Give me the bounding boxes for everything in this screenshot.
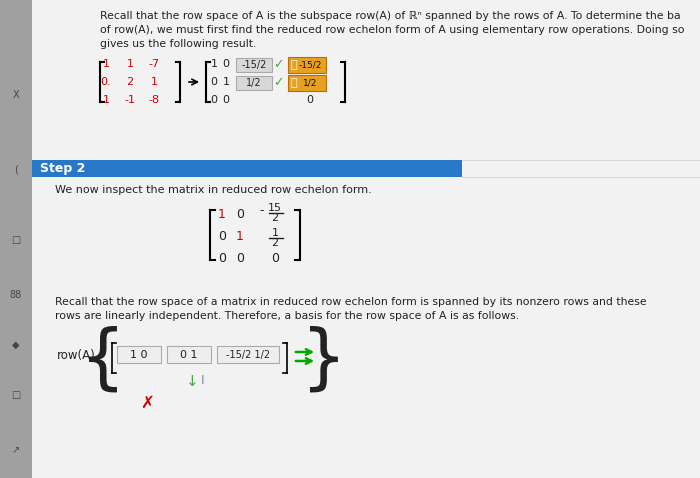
Text: ↗: ↗ <box>12 445 20 455</box>
Text: ↓: ↓ <box>186 373 198 389</box>
Text: 1: 1 <box>211 59 218 69</box>
Text: 🔑: 🔑 <box>290 60 298 70</box>
Bar <box>236 76 272 90</box>
Text: 1: 1 <box>150 77 158 87</box>
Text: ◆: ◆ <box>13 340 20 350</box>
Text: Recall that the row space of a matrix in reduced row echelon form is spanned by : Recall that the row space of a matrix in… <box>55 297 647 307</box>
Text: 0: 0 <box>271 251 279 264</box>
Text: 1/2: 1/2 <box>303 78 317 87</box>
Text: 0.: 0. <box>101 77 111 87</box>
Text: 1: 1 <box>102 95 109 105</box>
Bar <box>32 160 462 177</box>
Text: 0: 0 <box>236 207 244 220</box>
Text: 1: 1 <box>127 59 134 69</box>
Text: ✓: ✓ <box>273 76 284 89</box>
Text: 0: 0 <box>223 95 230 105</box>
Bar <box>236 58 272 72</box>
Text: 0: 0 <box>236 251 244 264</box>
Bar <box>0 0 32 478</box>
Text: 0: 0 <box>218 251 226 264</box>
Text: 0: 0 <box>211 95 218 105</box>
Text: 15: 15 <box>268 203 282 213</box>
Text: 1: 1 <box>272 228 279 238</box>
Text: Recall that the row space of A is the subspace row(A) of ℝⁿ spanned by the rows : Recall that the row space of A is the su… <box>100 11 680 21</box>
Text: gives us the following result.: gives us the following result. <box>100 39 256 49</box>
Bar <box>117 346 161 363</box>
Text: 1 0: 1 0 <box>130 350 148 360</box>
Text: }: } <box>301 326 347 394</box>
Text: 0: 0 <box>307 95 314 105</box>
Text: 1: 1 <box>102 59 109 69</box>
Text: -15/2: -15/2 <box>241 60 267 70</box>
Text: -1: -1 <box>125 95 136 105</box>
Text: (: ( <box>14 165 18 175</box>
Text: -15/2 1/2: -15/2 1/2 <box>226 350 270 360</box>
Text: □: □ <box>11 235 20 245</box>
Text: {: { <box>80 326 126 394</box>
Bar <box>167 346 211 363</box>
Text: We now inspect the matrix in reduced row echelon form.: We now inspect the matrix in reduced row… <box>55 185 372 195</box>
Text: 0: 0 <box>218 229 226 242</box>
Text: 0: 0 <box>211 77 218 87</box>
Bar <box>217 346 279 363</box>
Text: -15/2: -15/2 <box>298 61 322 69</box>
Text: □: □ <box>11 390 20 400</box>
Text: 2: 2 <box>127 77 134 87</box>
Text: 🔑: 🔑 <box>290 78 298 88</box>
Text: 1: 1 <box>223 77 230 87</box>
Text: -7: -7 <box>148 59 160 69</box>
Text: 1: 1 <box>236 229 244 242</box>
Bar <box>288 57 326 73</box>
Bar <box>288 75 326 91</box>
Text: 88: 88 <box>10 290 22 300</box>
Text: ✗: ✗ <box>140 394 154 412</box>
Text: 0 1: 0 1 <box>181 350 197 360</box>
Text: ✓: ✓ <box>273 58 284 72</box>
Text: rows are linearly independent. Therefore, a basis for the row space of A is as f: rows are linearly independent. Therefore… <box>55 311 519 321</box>
Text: Step 2: Step 2 <box>40 162 85 175</box>
Text: 1: 1 <box>218 207 226 220</box>
Text: -: - <box>260 205 265 217</box>
Text: row(A): row(A) <box>57 348 96 361</box>
Text: 1/2: 1/2 <box>246 78 262 88</box>
Text: 2: 2 <box>272 238 279 248</box>
Text: I: I <box>201 374 205 388</box>
Text: 0: 0 <box>223 59 230 69</box>
Text: of row(A), we must first find the reduced row echelon form of A using elementary: of row(A), we must first find the reduce… <box>100 25 685 35</box>
Text: X: X <box>13 90 20 100</box>
Text: -8: -8 <box>148 95 160 105</box>
Text: 2: 2 <box>272 213 279 223</box>
